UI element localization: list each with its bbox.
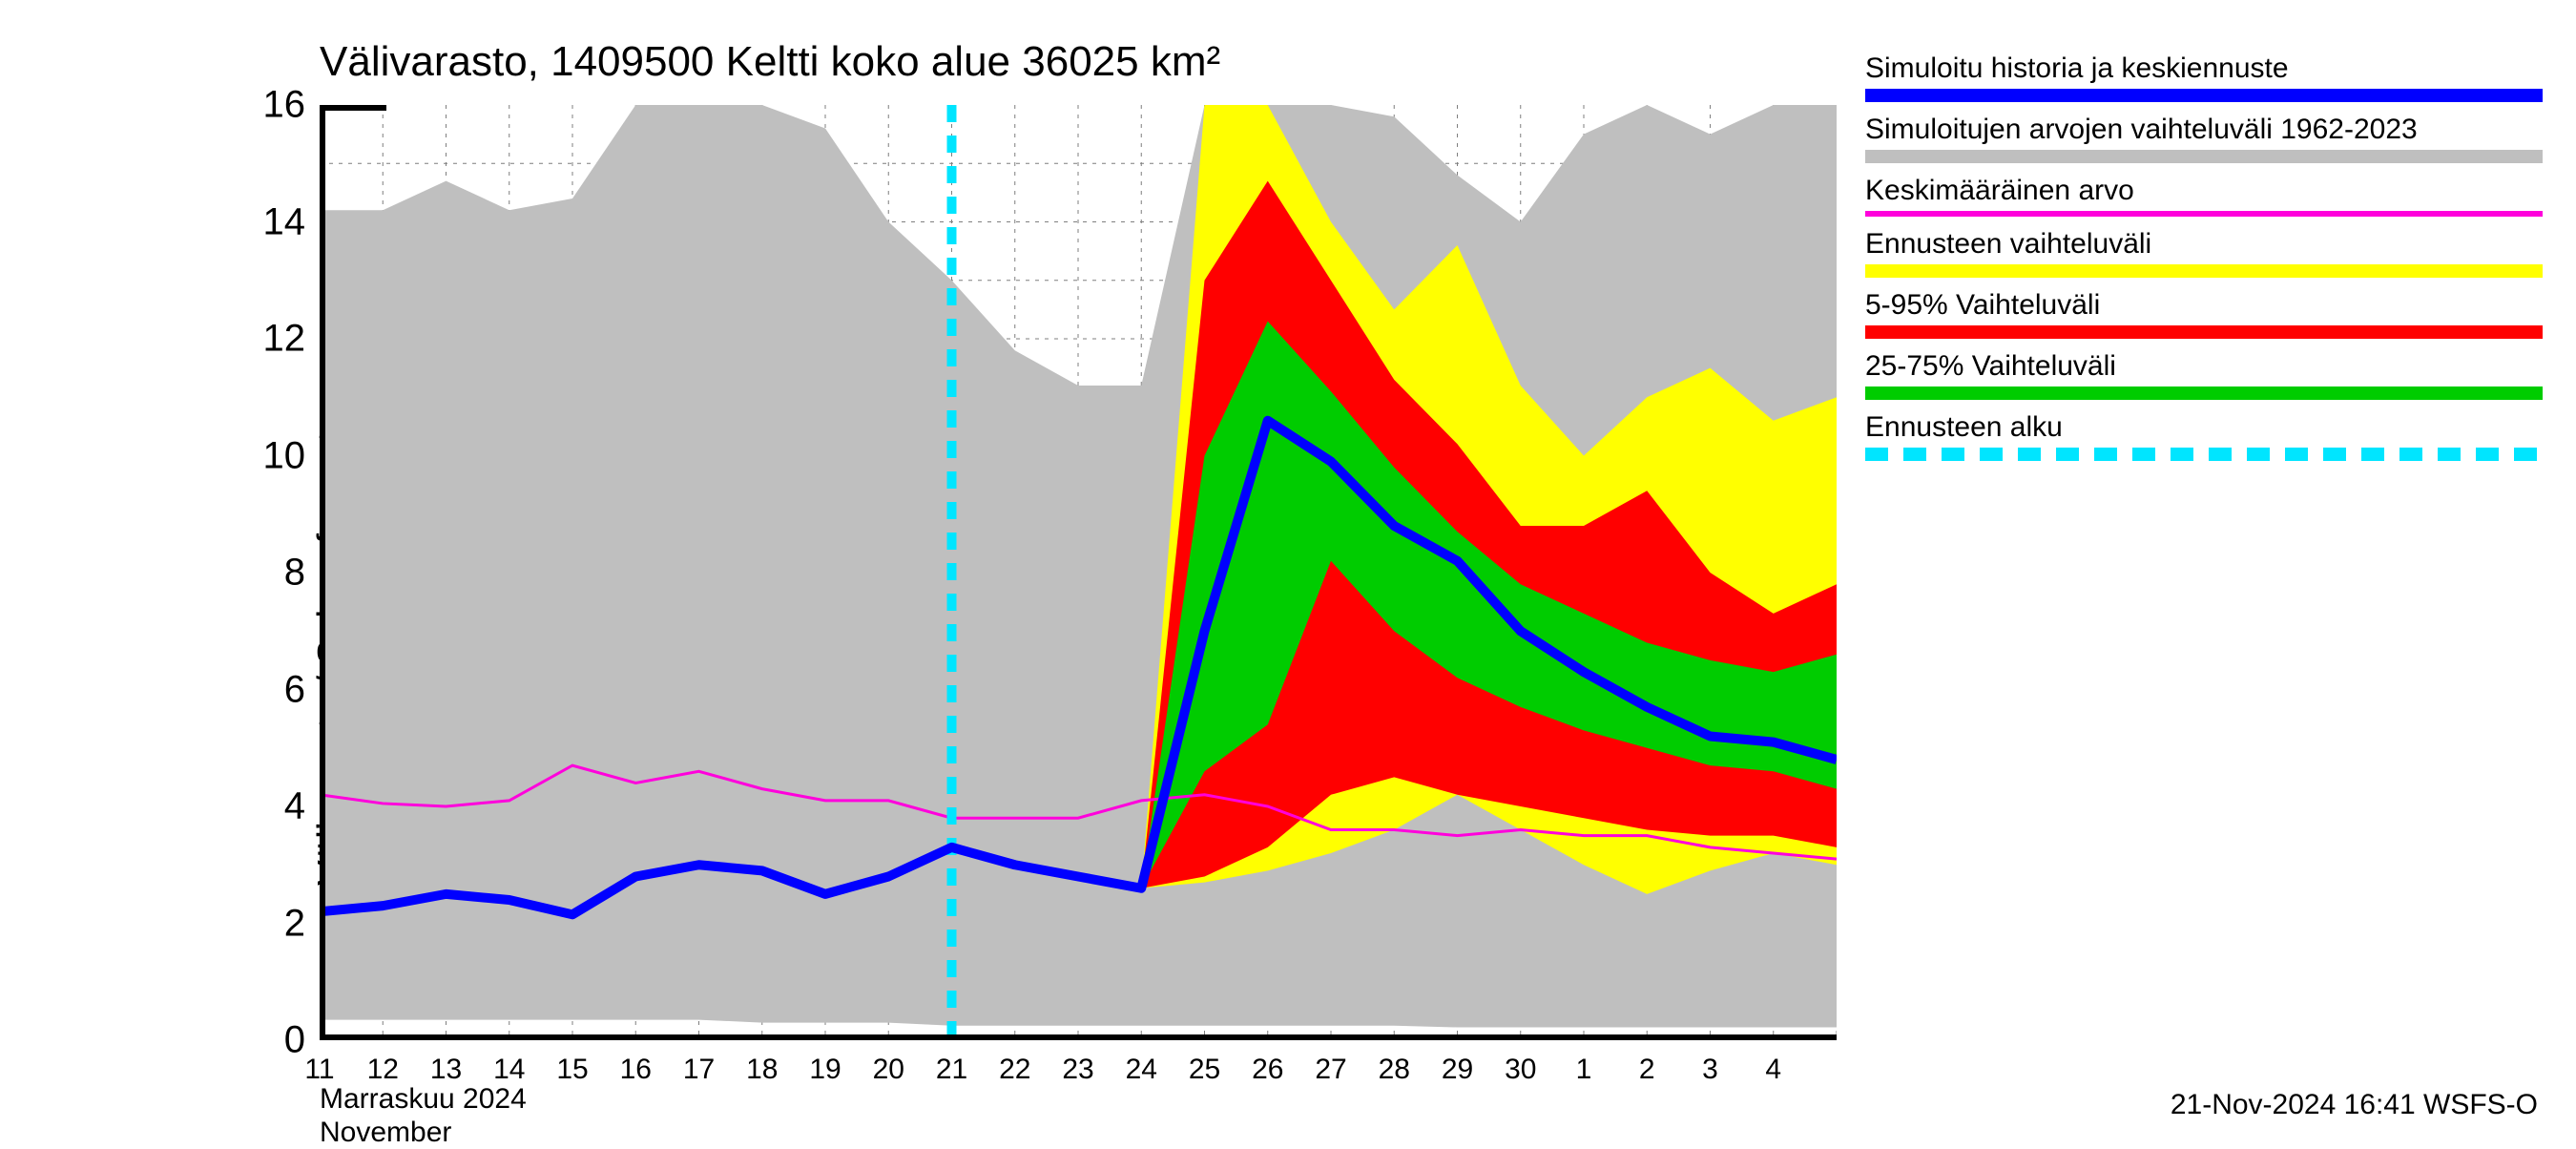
x-tick-label: 22 <box>999 1054 1030 1086</box>
legend-item: Ennusteen vaihteluväli <box>1865 228 2543 278</box>
legend-item: Ennusteen alku <box>1865 411 2543 461</box>
month-labels: Marraskuu 2024 November <box>320 1083 527 1149</box>
legend-swatch <box>1865 264 2543 278</box>
y-tick-label: 16 <box>200 84 305 127</box>
x-axis-ticks: 1112131415161718192021222324252627282930… <box>320 1050 1837 1107</box>
x-tick-label: 16 <box>620 1054 652 1086</box>
x-tick-label: 3 <box>1702 1054 1718 1086</box>
legend-label: Ennusteen alku <box>1865 411 2543 444</box>
legend-swatch <box>1865 211 2543 217</box>
y-tick-label: 2 <box>200 902 305 945</box>
x-tick-label: 29 <box>1442 1054 1473 1086</box>
y-tick-label: 6 <box>200 668 305 711</box>
y-tick-label: 12 <box>200 318 305 361</box>
legend-label: Simuloitujen arvojen vaihteluväli 1962-2… <box>1865 114 2543 146</box>
legend-item: 5-95% Vaihteluväli <box>1865 289 2543 339</box>
y-tick-label: 10 <box>200 434 305 477</box>
x-tick-label: 13 <box>430 1054 462 1086</box>
x-tick-label: 14 <box>493 1054 525 1086</box>
x-tick-label: 20 <box>873 1054 904 1086</box>
month-label-fi: Marraskuu 2024 <box>320 1083 527 1117</box>
footer-timestamp: 21-Nov-2024 16:41 WSFS-O <box>2171 1089 2538 1121</box>
legend-label: Ennusteen vaihteluväli <box>1865 228 2543 261</box>
month-label-en: November <box>320 1117 527 1149</box>
legend-swatch <box>1865 89 2543 102</box>
legend-label: Keskimääräinen arvo <box>1865 175 2543 207</box>
x-tick-label: 17 <box>683 1054 715 1086</box>
plot-area <box>320 105 1837 1040</box>
x-tick-label: 12 <box>367 1054 399 1086</box>
legend-item: Keskimääräinen arvo <box>1865 175 2543 217</box>
x-tick-label: 30 <box>1505 1054 1536 1086</box>
x-tick-label: 25 <box>1189 1054 1220 1086</box>
x-tick-label: 21 <box>936 1054 967 1086</box>
x-tick-label: 27 <box>1315 1054 1346 1086</box>
x-tick-label: 2 <box>1639 1054 1655 1086</box>
legend-label: 5-95% Vaihteluväli <box>1865 289 2543 322</box>
legend-swatch <box>1865 150 2543 163</box>
axis-left <box>320 105 325 1040</box>
chart-title: Välivarasto, 1409500 Keltti koko alue 36… <box>320 38 1220 86</box>
x-tick-label: 28 <box>1379 1054 1410 1086</box>
legend-item: 25-75% Vaihteluväli <box>1865 350 2543 400</box>
legend: Simuloitu historia ja keskiennuste Simulo… <box>1865 52 2543 472</box>
legend-label: Simuloitu historia ja keskiennuste <box>1865 52 2543 85</box>
y-tick-label: 8 <box>200 552 305 595</box>
chart-svg <box>320 105 1837 1040</box>
legend-item: Simuloitujen arvojen vaihteluväli 1962-2… <box>1865 114 2543 163</box>
x-tick-label: 23 <box>1062 1054 1093 1086</box>
axis-bottom <box>320 1034 1837 1040</box>
x-tick-label: 11 <box>304 1054 334 1086</box>
legend-label: 25-75% Vaihteluväli <box>1865 350 2543 383</box>
x-tick-label: 1 <box>1576 1054 1592 1086</box>
x-tick-label: 19 <box>809 1054 841 1086</box>
x-tick-label: 15 <box>556 1054 588 1086</box>
y-tick-label: 4 <box>200 785 305 828</box>
y-tick-label: 0 <box>200 1019 305 1062</box>
legend-swatch <box>1865 325 2543 339</box>
legend-item: Simuloitu historia ja keskiennuste <box>1865 52 2543 102</box>
y-axis-ticks: 0246810121416 <box>200 105 305 1040</box>
x-tick-label: 18 <box>746 1054 778 1086</box>
chart-container: Välivarasto / Subsurface storage mm Väli… <box>0 0 2576 1145</box>
legend-swatch <box>1865 386 2543 400</box>
x-tick-label: 26 <box>1252 1054 1283 1086</box>
y-tick-label: 14 <box>200 200 305 243</box>
legend-swatch <box>1865 448 2543 461</box>
x-tick-label: 24 <box>1126 1054 1157 1086</box>
axis-top-stub <box>320 105 386 111</box>
x-tick-label: 4 <box>1765 1054 1781 1086</box>
